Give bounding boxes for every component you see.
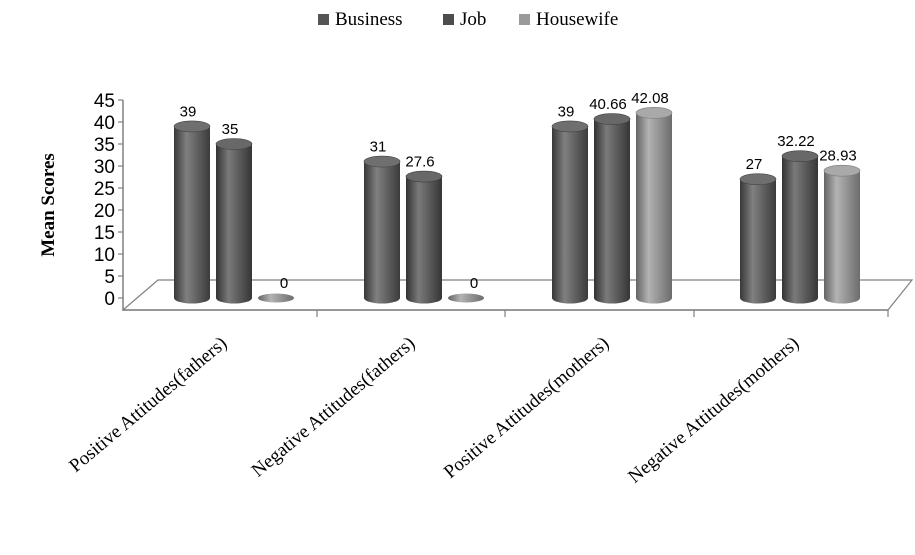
- bar-body: [740, 179, 776, 304]
- y-tick-label: 30: [94, 157, 115, 178]
- data-label: 39: [180, 103, 197, 120]
- data-label: 0: [470, 275, 478, 292]
- bar-top: [781, 150, 819, 163]
- legend-label-housewife: Housewife: [536, 9, 618, 30]
- data-label: 31: [370, 139, 387, 156]
- bar-body: [824, 170, 860, 304]
- data-label: 27: [746, 156, 763, 173]
- data-label: 32.22: [777, 133, 815, 150]
- bar-base: [448, 293, 484, 303]
- data-label: 39: [558, 103, 575, 120]
- bar-top: [635, 107, 673, 119]
- legend-swatch-housewife: [519, 14, 530, 25]
- bar-body: [552, 126, 588, 304]
- bar-top: [173, 120, 211, 133]
- legend-swatch-business: [318, 14, 329, 25]
- bar-top: [405, 170, 443, 183]
- legend-label-job: Job: [460, 9, 486, 30]
- category-label: Negative Attitudes(mothers): [624, 333, 803, 488]
- bar-housewife: [823, 164, 861, 304]
- bar-body: [594, 119, 630, 304]
- bar-job: [405, 170, 443, 304]
- category-label: Positive Attitudes(mothers): [440, 333, 613, 483]
- bar-top: [551, 120, 589, 133]
- bar-body: [636, 112, 672, 304]
- bar-business: [739, 173, 777, 304]
- bar-body: [364, 161, 400, 304]
- bar-body: [406, 176, 442, 304]
- bar-business: [551, 120, 589, 304]
- bar-body: [174, 126, 210, 304]
- y-tick-label: 10: [94, 245, 115, 266]
- y-tick-label: 0: [104, 289, 115, 310]
- y-tick-label: 45: [94, 91, 115, 112]
- legend-label-business: Business: [335, 9, 403, 30]
- category-label: Negative Attitudes(fathers): [248, 333, 420, 482]
- data-label: 40.66: [589, 96, 627, 113]
- y-axis-title: Mean Scores: [38, 153, 59, 257]
- bar-job: [781, 150, 819, 304]
- bar-top: [739, 173, 777, 185]
- bar-base: [258, 293, 294, 303]
- y-tick-label: 20: [94, 201, 115, 222]
- category-label: Positive Attitudes(fathers): [65, 333, 231, 477]
- y-tick-label: 40: [94, 113, 115, 134]
- bar-housewife: [635, 107, 673, 304]
- bar-job: [593, 113, 631, 304]
- bar-top: [593, 113, 631, 125]
- bar-top: [215, 138, 253, 150]
- y-tick-label: 15: [94, 223, 115, 244]
- legend: Business Job Housewife: [318, 9, 618, 30]
- bar-housewife: [258, 293, 294, 303]
- data-label: 42.08: [631, 90, 669, 107]
- bar-housewife: [448, 293, 484, 303]
- bar-job: [215, 138, 253, 304]
- bar-body: [216, 144, 252, 304]
- bar-top: [363, 155, 401, 168]
- bar-business: [363, 155, 401, 304]
- data-label: 28.93: [819, 148, 857, 165]
- y-tick-label: 35: [94, 135, 115, 156]
- bar-business: [173, 120, 211, 304]
- y-tick-label: 5: [104, 267, 115, 288]
- legend-swatch-job: [443, 14, 454, 25]
- data-label: 35: [222, 121, 239, 138]
- y-tick-label: 25: [94, 179, 115, 200]
- bar-body: [782, 156, 818, 304]
- bars: [173, 107, 861, 304]
- bar-top: [823, 164, 861, 177]
- data-label: 0: [280, 275, 288, 292]
- data-label: 27.6: [405, 154, 434, 171]
